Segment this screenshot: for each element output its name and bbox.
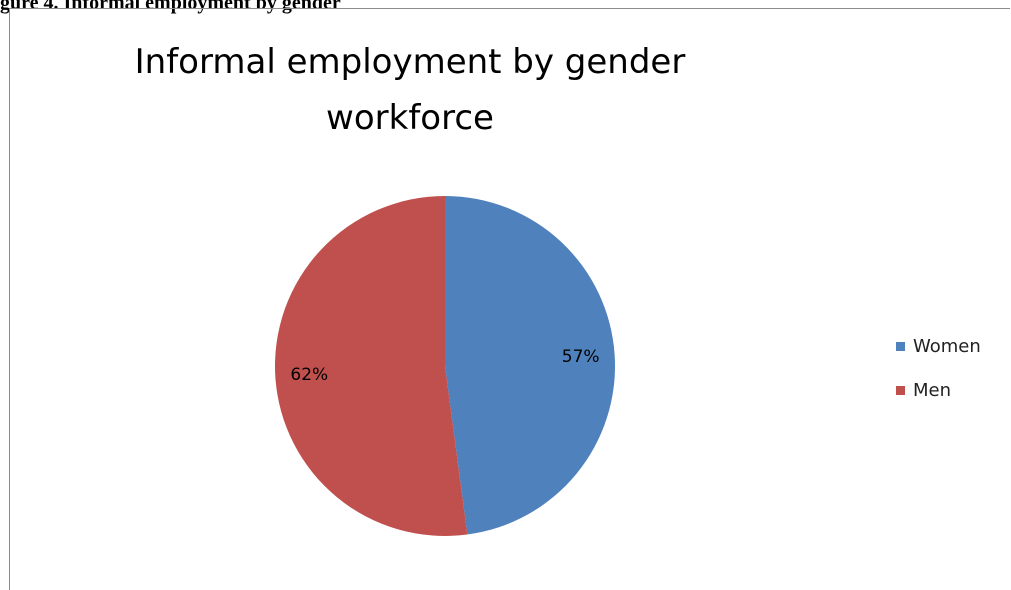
legend-label-women: Women xyxy=(913,335,981,357)
chart-title-line-1: Informal employment by gender xyxy=(134,42,686,82)
legend-label-men: Men xyxy=(913,379,952,401)
pie-label-men: 62% xyxy=(290,365,328,385)
legend-swatch-men xyxy=(896,385,905,395)
chart-area xyxy=(9,8,1010,590)
pie-slice-women xyxy=(445,196,616,535)
figure-caption: gure 4. Informal employment by gender xyxy=(0,0,341,14)
legend-item-men: Men xyxy=(896,379,981,401)
pie-slice-men xyxy=(275,196,468,536)
legend-swatch-women xyxy=(896,341,905,351)
chart-title-line-2: workforce xyxy=(326,98,494,138)
legend-item-women: Women xyxy=(896,335,981,357)
pie-label-women: 57% xyxy=(562,347,600,367)
chart-title: Informal employment by gender workforce xyxy=(0,34,820,146)
legend: Women Men xyxy=(896,335,981,423)
